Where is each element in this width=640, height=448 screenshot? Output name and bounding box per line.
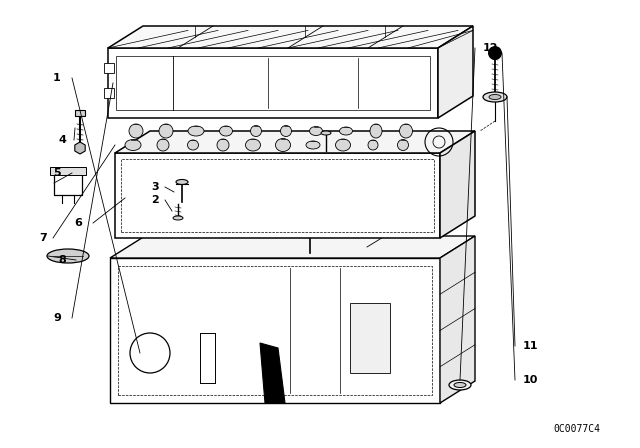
Polygon shape xyxy=(110,236,475,258)
Polygon shape xyxy=(110,258,440,403)
Ellipse shape xyxy=(483,92,507,102)
Polygon shape xyxy=(260,343,285,403)
Ellipse shape xyxy=(370,124,382,138)
Polygon shape xyxy=(115,153,440,238)
Bar xyxy=(54,171,82,195)
Ellipse shape xyxy=(188,126,204,136)
Text: 11: 11 xyxy=(522,341,538,351)
Polygon shape xyxy=(108,26,473,48)
Ellipse shape xyxy=(159,124,173,138)
Bar xyxy=(121,159,434,232)
Ellipse shape xyxy=(306,141,320,149)
Text: 12: 12 xyxy=(483,43,498,53)
Ellipse shape xyxy=(449,380,471,390)
Ellipse shape xyxy=(47,249,89,263)
Ellipse shape xyxy=(220,126,232,136)
Text: 6: 6 xyxy=(74,218,82,228)
Text: 9: 9 xyxy=(53,313,61,323)
Text: 2: 2 xyxy=(151,195,159,205)
Polygon shape xyxy=(115,131,475,153)
Bar xyxy=(104,63,114,73)
Bar xyxy=(104,88,114,98)
Ellipse shape xyxy=(173,216,183,220)
Ellipse shape xyxy=(280,125,291,137)
Text: 5: 5 xyxy=(53,168,61,178)
Bar xyxy=(75,110,85,116)
Ellipse shape xyxy=(246,139,260,151)
Ellipse shape xyxy=(489,95,501,99)
Bar xyxy=(118,266,432,395)
Text: 8: 8 xyxy=(58,255,66,265)
Ellipse shape xyxy=(303,225,317,231)
Ellipse shape xyxy=(188,140,198,150)
Ellipse shape xyxy=(397,139,408,151)
Text: 4: 4 xyxy=(58,135,66,145)
Ellipse shape xyxy=(125,139,141,151)
Ellipse shape xyxy=(339,127,353,135)
Ellipse shape xyxy=(275,138,291,151)
Polygon shape xyxy=(440,131,475,238)
Ellipse shape xyxy=(335,139,351,151)
Bar xyxy=(350,303,390,373)
Ellipse shape xyxy=(454,383,466,388)
Circle shape xyxy=(488,46,502,60)
Polygon shape xyxy=(108,48,438,118)
Polygon shape xyxy=(438,26,473,118)
Polygon shape xyxy=(75,142,85,154)
Bar xyxy=(116,56,430,110)
Text: 7: 7 xyxy=(39,233,47,243)
Ellipse shape xyxy=(250,125,262,137)
Bar xyxy=(50,167,86,175)
Text: 10: 10 xyxy=(522,375,538,385)
Ellipse shape xyxy=(217,139,229,151)
Text: 1: 1 xyxy=(53,73,61,83)
Ellipse shape xyxy=(368,140,378,150)
Ellipse shape xyxy=(321,131,331,135)
Ellipse shape xyxy=(399,124,413,138)
Polygon shape xyxy=(440,236,475,403)
Ellipse shape xyxy=(176,180,188,185)
Ellipse shape xyxy=(129,124,143,138)
Ellipse shape xyxy=(310,126,323,135)
Text: 3: 3 xyxy=(151,182,159,192)
Ellipse shape xyxy=(157,139,169,151)
Text: 0C0077C4: 0C0077C4 xyxy=(553,424,600,434)
